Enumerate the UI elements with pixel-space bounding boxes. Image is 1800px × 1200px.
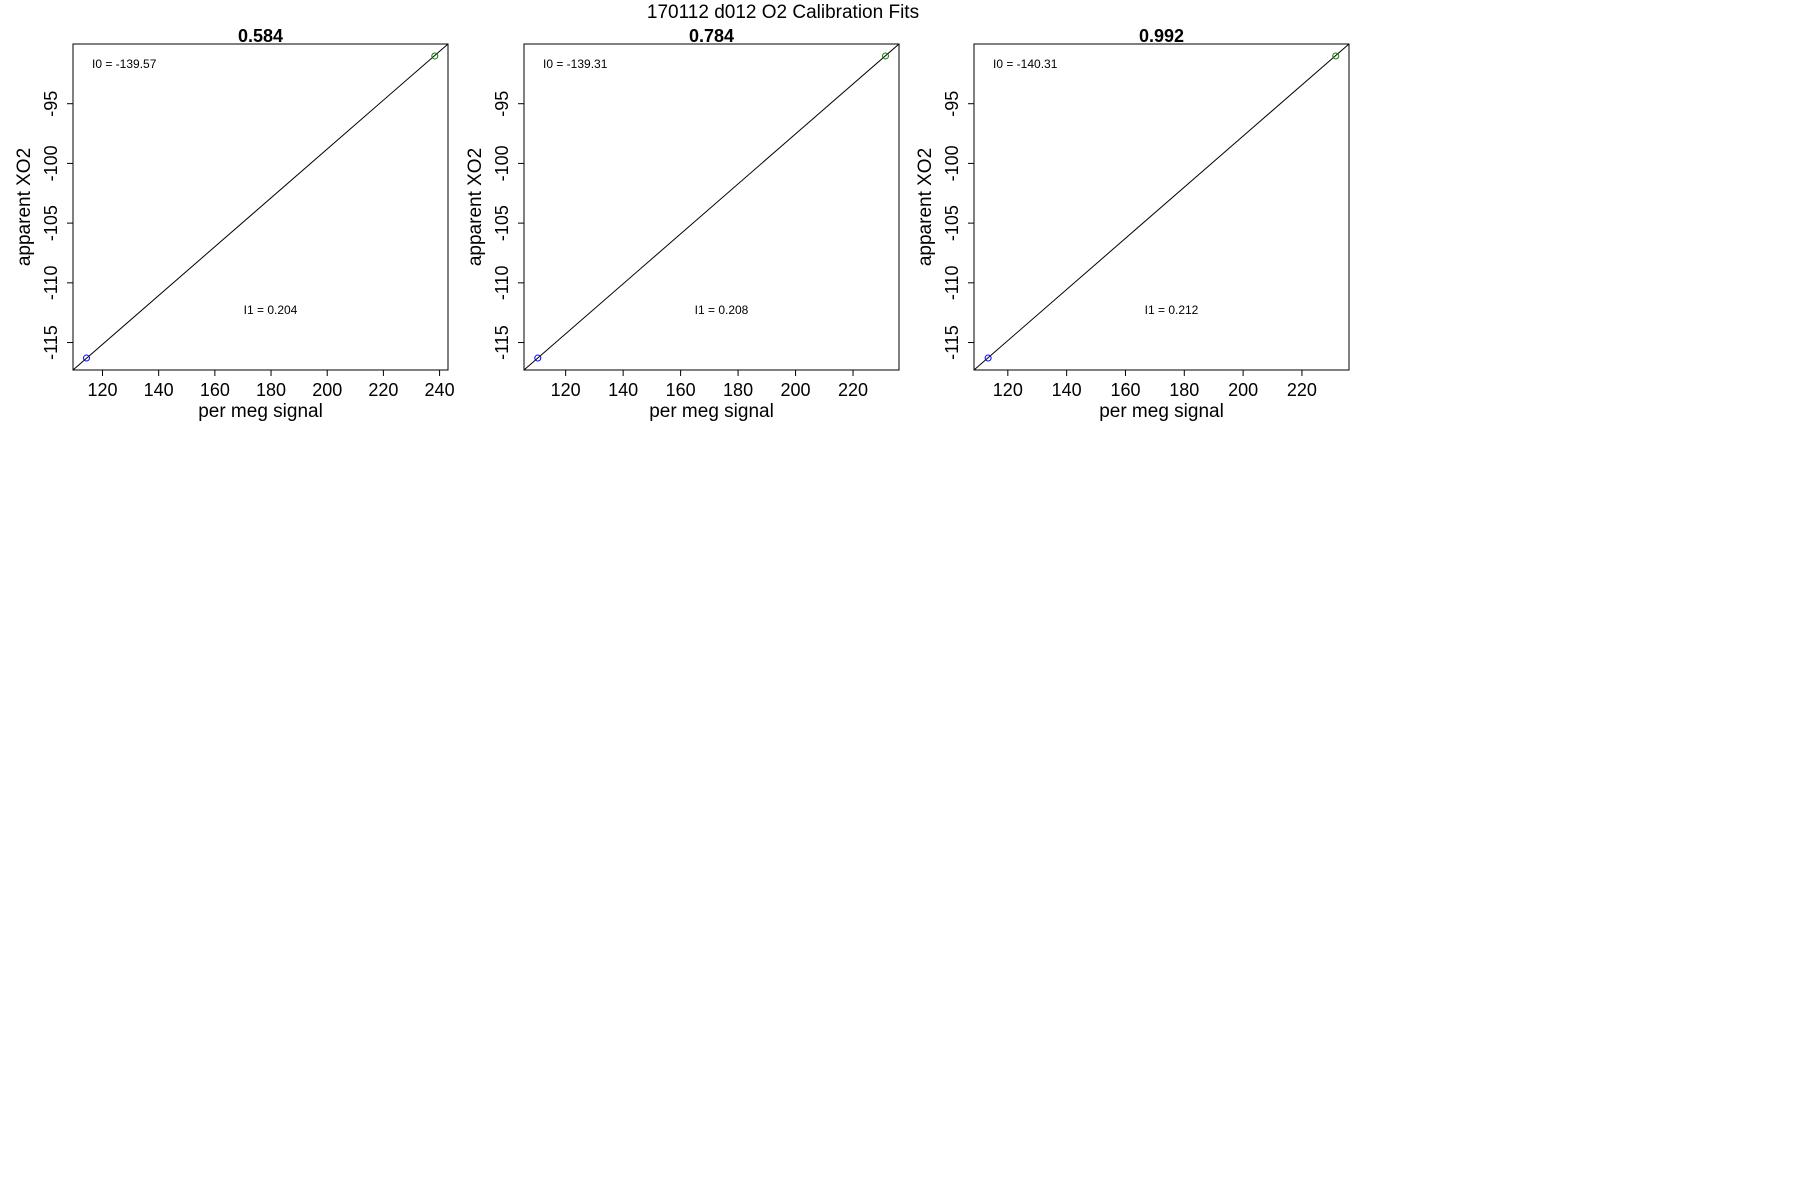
x-axis-label: per meg signal: [649, 401, 774, 422]
slope-annotation: I1 = 0.208: [695, 303, 749, 317]
y-tick-label: -110: [942, 265, 962, 300]
y-tick-label: -110: [492, 265, 512, 300]
x-tick-label: 120: [551, 380, 581, 400]
y-tick-label: -115: [942, 325, 962, 360]
x-tick-label: 140: [608, 380, 638, 400]
y-tick-label: -115: [492, 325, 512, 360]
x-tick-label: 220: [368, 380, 398, 400]
x-tick-label: 200: [1228, 380, 1258, 400]
y-tick-label: -100: [41, 145, 61, 181]
chart-panel-3: 0.992 120 140 160 180 200 220 -115 -110 -105 -100 -…: [915, 26, 1350, 422]
x-tick-label: 140: [1052, 380, 1082, 400]
data-point: [1332, 52, 1340, 60]
slope-annotation: I1 = 0.204: [244, 303, 298, 317]
panel-title: 0.584: [238, 26, 283, 46]
x-axis-label: per meg signal: [198, 401, 323, 422]
panel-title: 0.784: [689, 26, 734, 46]
x-tick-label: 160: [666, 380, 696, 400]
y-tick-label: -95: [492, 91, 512, 117]
x-tick-label: 240: [425, 380, 455, 400]
y-tick-label: -105: [41, 205, 61, 241]
y-tick-label: -110: [41, 265, 61, 300]
y-tick-label: -100: [942, 145, 962, 181]
y-tick-label: -95: [41, 91, 61, 117]
chart-panel-1: 0.584 120 140 160 180 200 220 240 -115 -110 -105 -1…: [14, 26, 455, 422]
y-tick-label: -105: [942, 205, 962, 241]
fit-line: [523, 43, 900, 371]
plot-frame: [523, 43, 900, 371]
x-tick-label: 140: [144, 380, 174, 400]
data-point: [534, 354, 542, 362]
plot-frame: [973, 43, 1350, 371]
panel-title: 0.992: [1139, 26, 1184, 46]
y-tick-label: -95: [942, 91, 962, 117]
data-point: [82, 354, 90, 362]
x-tick-label: 220: [1287, 380, 1317, 400]
x-tick-label: 160: [200, 380, 230, 400]
x-tick-label: 200: [312, 380, 342, 400]
data-point: [431, 52, 439, 60]
fit-line: [72, 43, 449, 371]
x-tick-label: 160: [1110, 380, 1140, 400]
x-tick-label: 200: [781, 380, 811, 400]
x-tick-label: 120: [993, 380, 1023, 400]
chart-panel-2: 0.784 120 140 160 180 200 220 -115 -110 -105 -100 -…: [465, 26, 900, 422]
y-axis-label: apparent XO2: [14, 148, 35, 266]
plot-frame: [72, 43, 449, 371]
fit-line: [973, 43, 1350, 371]
x-tick-label: 220: [838, 380, 868, 400]
figure-title: 170112 d012 O2 Calibration Fits: [647, 2, 919, 23]
y-axis-label: apparent XO2: [915, 148, 936, 266]
x-axis-label: per meg signal: [1099, 401, 1224, 422]
y-tick-label: -100: [492, 145, 512, 181]
panels-container: 0.584 120 140 160 180 200 220 240 -115 -110 -105 -1…: [14, 26, 1350, 422]
intercept-annotation: I0 = -139.57: [92, 57, 157, 71]
x-tick-label: 180: [256, 380, 286, 400]
y-tick-label: -115: [41, 325, 61, 360]
x-tick-label: 180: [723, 380, 753, 400]
y-axis-label: apparent XO2: [465, 148, 486, 266]
slope-annotation: I1 = 0.212: [1145, 303, 1199, 317]
intercept-annotation: I0 = -139.31: [543, 57, 608, 71]
x-tick-label: 120: [87, 380, 117, 400]
data-point: [881, 52, 889, 60]
data-point: [984, 354, 992, 362]
intercept-annotation: I0 = -140.31: [993, 57, 1058, 71]
y-tick-label: -105: [492, 205, 512, 241]
x-tick-label: 180: [1169, 380, 1199, 400]
